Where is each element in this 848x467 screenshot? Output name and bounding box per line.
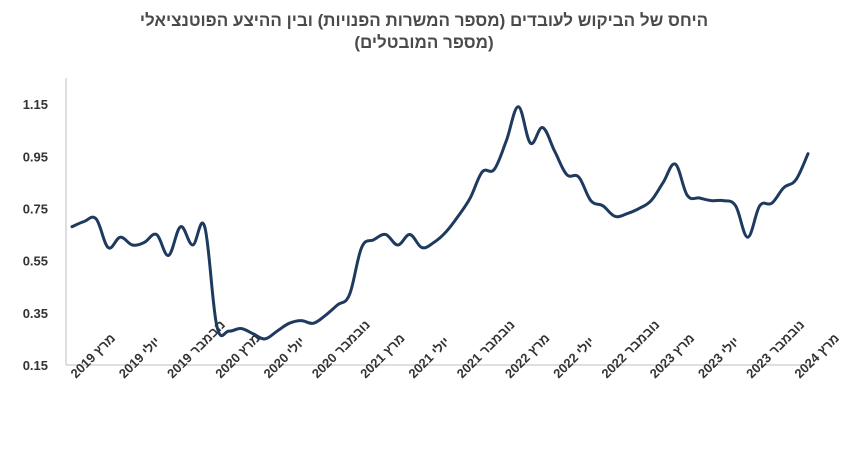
x-tick-label: יולי 2020	[261, 334, 308, 381]
x-tick-label: מרץ 2021	[357, 330, 408, 381]
chart-title-line-1: היחס של הביקוש לעובדים (מספר המשרות הפנו…	[139, 11, 709, 30]
x-tick-label: מרץ 2023	[647, 330, 698, 381]
y-tick-label: 0.15	[23, 358, 48, 373]
x-tick-label: מרץ 2020	[212, 330, 263, 381]
y-tick-label: 0.35	[23, 306, 48, 321]
axes-group	[65, 78, 815, 366]
y-tick-label: 1.15	[23, 97, 48, 112]
y-tick-label: 0.75	[23, 201, 48, 216]
y-axis-ticks: 0.15 0.35 0.55 0.75 0.95 1.15	[23, 97, 48, 373]
x-tick-label: יולי 2019	[116, 334, 163, 381]
x-tick-label: יולי 2022	[550, 334, 597, 381]
chart-title: היחס של הביקוש לעובדים (מספר המשרות הפנו…	[0, 10, 848, 54]
y-tick-label: 0.95	[23, 149, 48, 164]
x-tick-label: יולי 2023	[695, 334, 742, 381]
x-tick-label: יולי 2021	[405, 334, 452, 381]
series-line	[70, 105, 810, 341]
x-tick-label: מרץ 2024	[791, 330, 842, 381]
x-tick-label: מרץ 2022	[502, 330, 553, 381]
plot-area	[70, 105, 810, 341]
x-tick-label: מרץ 2019	[68, 330, 119, 381]
y-tick-label: 0.55	[23, 254, 48, 269]
chart-title-line-2: (מספר המובטלים)	[354, 33, 494, 52]
